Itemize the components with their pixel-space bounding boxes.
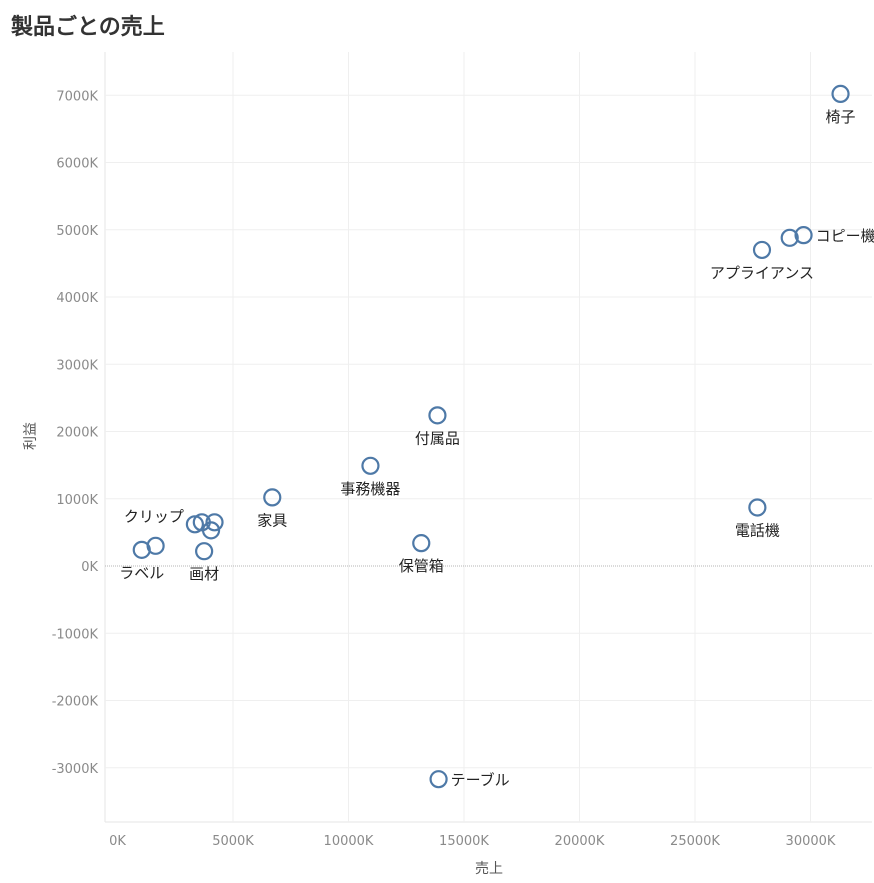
y-tick-label: 2000K bbox=[56, 426, 98, 441]
data-point[interactable] bbox=[361, 456, 380, 475]
point-label: テーブル bbox=[451, 771, 510, 789]
x-axis-label: 売上 bbox=[475, 861, 503, 877]
x-axis-ticks: 0K 5000K 10000K 15000K 20000K 25000K 30000K bbox=[109, 834, 836, 849]
data-point[interactable] bbox=[428, 406, 447, 425]
data-point[interactable] bbox=[132, 540, 151, 559]
data-point[interactable] bbox=[752, 240, 772, 260]
point-label: 椅子 bbox=[826, 108, 856, 126]
point-label: ラベル bbox=[119, 564, 164, 582]
point-label: 家具 bbox=[257, 511, 287, 529]
x-tick-label: 15000K bbox=[439, 834, 489, 849]
data-point[interactable] bbox=[205, 513, 224, 532]
y-tick-label: 1000K bbox=[56, 493, 98, 508]
data-point[interactable] bbox=[831, 84, 850, 104]
point-label: 付属品 bbox=[415, 429, 460, 447]
grid-lines bbox=[104, 52, 872, 823]
point-label: 画材 bbox=[189, 565, 219, 583]
y-tick-label: 0K bbox=[81, 560, 98, 575]
y-tick-label: -2000K bbox=[52, 695, 99, 710]
point-label: クリップ bbox=[124, 507, 184, 525]
y-tick-label: 4000K bbox=[56, 291, 98, 306]
point-label: 保管箱 bbox=[399, 557, 444, 575]
data-point[interactable] bbox=[780, 228, 799, 247]
chart-title: 製品ごとの売上 bbox=[11, 15, 165, 40]
y-axis-ticks: 7000K 6000K 5000K 4000K 3000K 2000K 1000K 0K -10… bbox=[52, 89, 99, 777]
data-point[interactable] bbox=[412, 534, 431, 553]
point-label: 事務機器 bbox=[340, 480, 400, 498]
y-tick-label: 7000K bbox=[56, 89, 98, 104]
y-tick-label: -3000K bbox=[52, 762, 99, 777]
y-tick-label: -1000K bbox=[52, 627, 99, 642]
data-point[interactable] bbox=[201, 521, 221, 540]
x-tick-label: 5000K bbox=[212, 834, 254, 849]
data-point[interactable] bbox=[748, 498, 767, 517]
point-label: コピー機 bbox=[816, 227, 874, 245]
point-label: 電話機 bbox=[735, 521, 780, 539]
data-point[interactable] bbox=[429, 770, 448, 789]
data-point[interactable] bbox=[195, 542, 214, 561]
y-tick-label: 6000K bbox=[56, 157, 98, 172]
data-point[interactable] bbox=[185, 515, 204, 534]
y-tick-label: 3000K bbox=[56, 358, 98, 373]
point-label: アプライアンス bbox=[710, 264, 814, 282]
y-axis-label: 利益 bbox=[23, 422, 39, 450]
data-point[interactable] bbox=[794, 226, 813, 245]
x-tick-label: 25000K bbox=[670, 834, 720, 849]
x-tick-label: 0K bbox=[109, 834, 126, 849]
data-point[interactable] bbox=[263, 488, 282, 507]
x-tick-label: 30000K bbox=[786, 834, 836, 849]
x-tick-label: 10000K bbox=[324, 834, 374, 849]
x-tick-label: 20000K bbox=[555, 834, 605, 849]
y-tick-label: 5000K bbox=[56, 224, 98, 239]
